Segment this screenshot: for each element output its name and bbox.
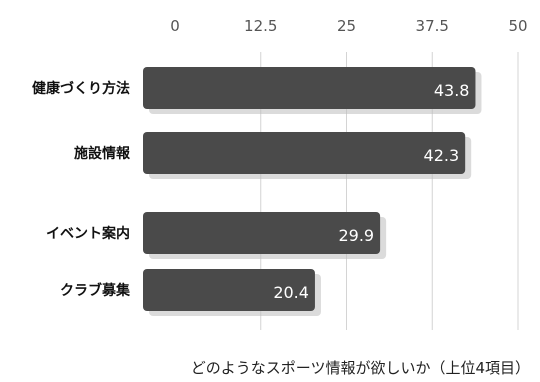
bar	[143, 67, 476, 109]
bar	[143, 132, 466, 174]
chart-caption: どのようなスポーツ情報が欲しいか（上位4項目）	[190, 359, 530, 377]
data-label: 29.9	[338, 226, 374, 245]
data-label: 43.8	[434, 81, 470, 100]
category-label: 施設情報	[74, 145, 131, 162]
x-axis-ticks: 0 12.5 25 37.5 50	[170, 17, 527, 35]
bar	[143, 212, 381, 254]
data-labels: 43.8 42.3 29.9 20.4	[273, 81, 469, 302]
data-label: 42.3	[424, 146, 460, 165]
bars	[143, 67, 482, 316]
x-tick-label: 25	[337, 17, 356, 35]
bar	[143, 269, 315, 311]
x-tick-label: 37.5	[416, 17, 449, 35]
category-label: イベント案内	[46, 225, 130, 242]
x-tick-label: 0	[170, 17, 180, 35]
category-label: クラブ募集	[60, 282, 131, 299]
x-tick-label: 50	[508, 17, 527, 35]
category-label: 健康づくり方法	[32, 80, 130, 97]
x-tick-label: 12.5	[244, 17, 277, 35]
data-label: 20.4	[273, 283, 309, 302]
